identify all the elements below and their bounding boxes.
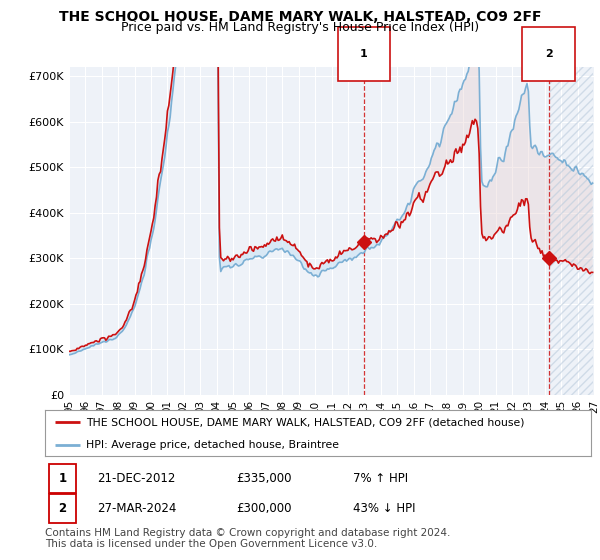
Text: THE SCHOOL HOUSE, DAME MARY WALK, HALSTEAD, CO9 2FF (detached house): THE SCHOOL HOUSE, DAME MARY WALK, HALSTE…: [86, 417, 524, 427]
Text: £300,000: £300,000: [236, 502, 292, 515]
FancyBboxPatch shape: [49, 494, 76, 523]
Text: £335,000: £335,000: [236, 472, 292, 485]
Text: 7% ↑ HPI: 7% ↑ HPI: [353, 472, 409, 485]
Text: 1: 1: [58, 472, 67, 485]
Text: HPI: Average price, detached house, Braintree: HPI: Average price, detached house, Brai…: [86, 440, 339, 450]
Text: THE SCHOOL HOUSE, DAME MARY WALK, HALSTEAD, CO9 2FF: THE SCHOOL HOUSE, DAME MARY WALK, HALSTE…: [59, 10, 541, 24]
Text: Price paid vs. HM Land Registry's House Price Index (HPI): Price paid vs. HM Land Registry's House …: [121, 21, 479, 34]
Text: 2: 2: [58, 502, 67, 515]
Text: 1: 1: [360, 49, 368, 59]
Text: 21-DEC-2012: 21-DEC-2012: [97, 472, 175, 485]
Text: Contains HM Land Registry data © Crown copyright and database right 2024.
This d: Contains HM Land Registry data © Crown c…: [45, 528, 451, 549]
Text: 2: 2: [545, 49, 553, 59]
Text: 43% ↓ HPI: 43% ↓ HPI: [353, 502, 416, 515]
FancyBboxPatch shape: [49, 464, 76, 493]
Text: 27-MAR-2024: 27-MAR-2024: [97, 502, 176, 515]
